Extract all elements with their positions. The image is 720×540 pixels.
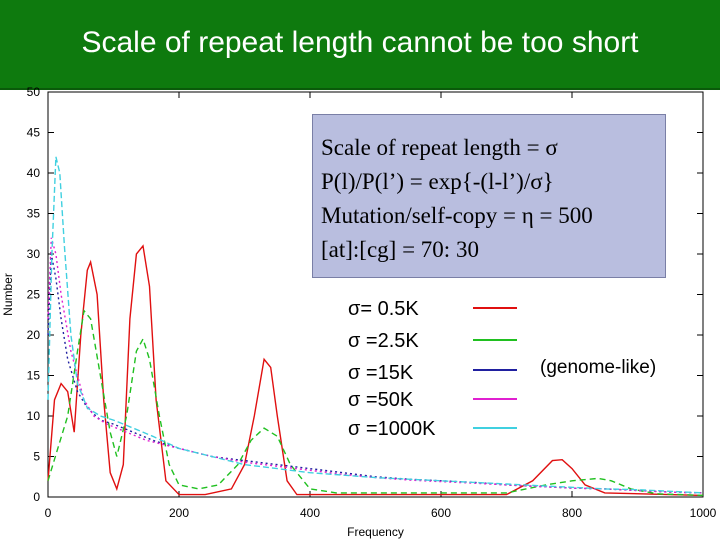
y-tick-label: 10 [27,409,41,423]
x-tick-label: 400 [300,506,320,520]
y-tick-label: 20 [27,328,41,342]
legend-label-5: σ =1000K [348,418,436,440]
genome-like-annotation: (genome-like) [540,357,657,378]
x-tick-label: 0 [45,506,52,520]
x-tick-label: 200 [169,506,189,520]
y-tick-label: 0 [33,490,40,504]
y-tick-label: 30 [27,247,41,261]
slide-title: Scale of repeat length cannot be too sho… [81,26,639,59]
note-line-1: Scale of repeat length = σ [321,135,558,160]
parameters-note: Scale of repeat length = σ P(l)/P(l’) = … [312,114,666,278]
y-tick-label: 5 [33,450,40,464]
legend-label-1: σ= 0.5K [348,298,419,320]
y-tick-label: 15 [27,369,41,383]
y-tick-label: 40 [27,166,41,180]
x-tick-label: 600 [431,506,451,520]
y-tick-label: 25 [27,288,41,302]
y-tick-label: 45 [27,126,41,140]
title-bar: Scale of repeat length cannot be too sho… [0,0,720,90]
chart-series [47,156,704,497]
chart-legend [473,307,517,429]
x-axis-label: Frequency [347,525,404,539]
x-tick-label: 1000 [690,506,717,520]
y-tick-label: 35 [27,207,41,221]
note-line-2: P(l)/P(l’) = exp{-(l-l’)/σ} [321,169,554,194]
note-line-4: [at]:[cg] = 70: 30 [321,237,479,262]
legend-label-3: σ =15K [348,362,414,384]
x-tick-label: 800 [562,506,582,520]
series-line-1 [47,244,704,497]
legend-label-2: σ =2.5K [348,330,419,352]
chart-axes: 0 5 10 15 20 25 30 35 40 45 50 0 200 400 600 800 1000 Fre… [1,85,717,539]
y-axis-label: Number [1,273,15,316]
series-line-2 [47,309,704,497]
legend-label-4: σ =50K [348,389,414,411]
note-line-3: Mutation/self-copy = η = 500 [321,203,593,228]
series-line-5 [47,156,704,494]
y-tick-label: 50 [27,85,41,99]
